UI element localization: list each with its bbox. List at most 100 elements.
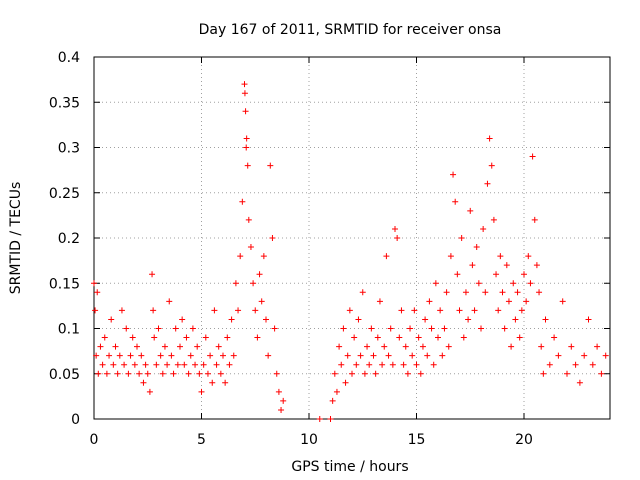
data-point [484,180,491,187]
data-point [254,334,261,341]
data-point [559,298,566,305]
x-tick-label: 15 [408,432,426,448]
data-point [99,361,106,368]
data-point [94,289,101,296]
data-point [125,370,132,377]
axis-ticks [93,56,610,420]
data-point [385,352,392,359]
data-point [525,253,532,260]
data-point [462,289,469,296]
data-point [92,307,99,314]
data-point [106,352,113,359]
data-point [564,370,570,377]
data-point [144,370,151,377]
data-point [269,235,276,241]
data-point [166,298,173,305]
data-point [392,225,398,232]
data-point [402,343,409,350]
data-point [118,307,125,314]
data-point [364,343,371,350]
data-point [471,307,478,314]
data-point [116,352,123,359]
data-point [329,397,336,404]
data-point [480,225,487,232]
data-point [355,316,362,323]
data-point [93,352,100,359]
data-point [475,280,482,287]
data-point [211,307,218,314]
data-point [121,361,128,368]
data-point [510,280,517,287]
data-point [555,352,562,359]
data-point [505,298,512,305]
data-point [114,370,121,377]
data-point [346,307,353,314]
data-point [174,361,181,368]
data-point [357,352,364,359]
data-point [260,253,267,260]
data-point [428,325,435,332]
data-point [531,216,538,223]
data-point [256,271,263,278]
data-point [112,343,119,350]
y-axis-label: SRMTID / TECUs [8,182,24,295]
data-point [179,316,186,323]
data-point [529,153,536,160]
y-tick-label: 0.2 [58,231,80,247]
data-point [450,171,457,178]
data-point [153,361,160,368]
data-point [407,325,414,332]
data-point [103,370,110,377]
data-point [512,316,519,323]
data-point [376,298,383,305]
data-point [374,334,381,341]
y-tick-label: 0.1 [58,322,80,338]
data-point [342,379,349,386]
data-point [542,316,549,323]
data-point [194,343,201,350]
data-point [213,361,220,368]
data-point [435,334,441,341]
data-point [456,307,463,314]
data-point [230,352,237,359]
data-point [351,334,358,341]
data-point [136,370,143,377]
data-point [338,361,345,368]
y-tick-label: 0.35 [49,95,80,111]
data-point [514,289,521,296]
data-point [267,162,274,169]
data-point [396,334,403,341]
data-point [551,334,558,341]
data-point [189,325,196,332]
data-point [168,352,175,359]
data-point [146,388,153,395]
data-point [131,361,138,368]
data-point [415,334,422,341]
data-point [419,343,426,350]
data-point [589,361,596,368]
x-axis-label: GPS time / hours [291,459,408,475]
data-point [127,352,134,359]
data-point [183,334,190,341]
data-point [108,316,115,323]
data-point [499,289,506,296]
data-point [460,334,467,341]
data-point [280,397,287,404]
data-point [181,361,188,368]
data-point [538,343,545,350]
chart-title: Day 167 of 2011, SRMTID for receiver ons… [199,22,502,38]
data-point [368,325,375,332]
data-point [576,379,583,386]
data-point [220,352,226,359]
data-point [370,352,377,359]
data-point [488,162,495,169]
data-point [536,289,543,296]
data-point [273,370,280,377]
data-point [409,352,416,359]
data-point [454,271,461,278]
data-point [196,370,203,377]
data-point [149,271,156,278]
data-point [490,216,497,223]
data-point [327,416,334,422]
data-point [129,334,136,341]
